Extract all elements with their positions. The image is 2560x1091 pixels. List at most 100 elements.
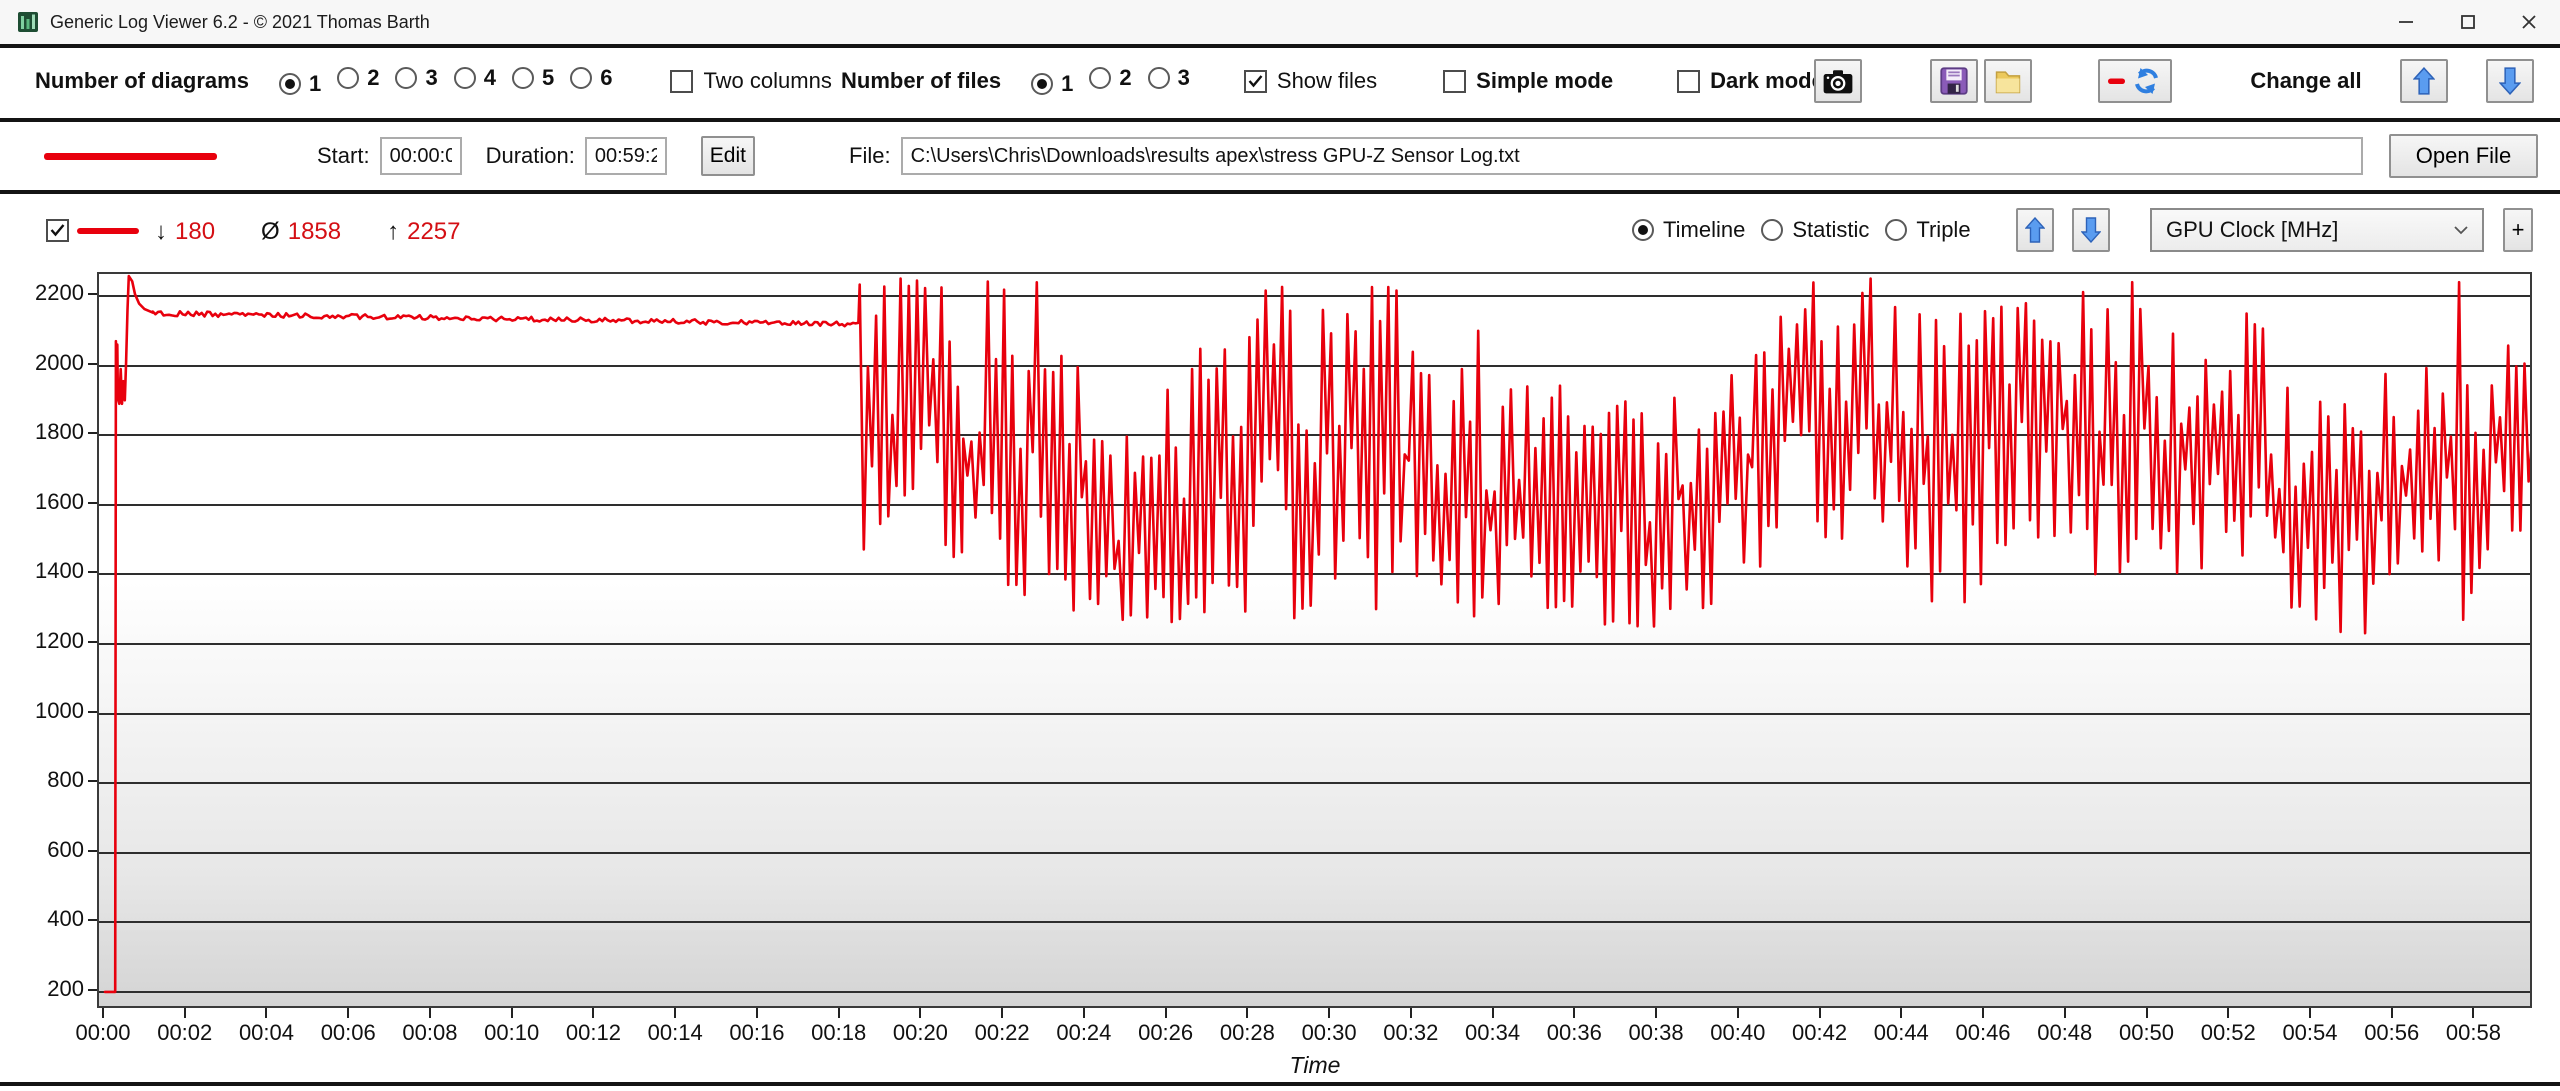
x-tick-mark (1491, 1008, 1494, 1018)
minimize-icon (2399, 21, 2413, 23)
view-mode-label: Timeline (1663, 217, 1746, 242)
y-tick-mark (88, 362, 97, 365)
simple-mode-label: Simple mode (1476, 68, 1614, 93)
series-visible-checkbox[interactable] (46, 219, 69, 242)
diagram-count-option-4[interactable]: 4 (453, 65, 496, 91)
x-tick-label: 00:30 (1301, 1020, 1357, 1045)
signal-select-dropdown[interactable]: GPU Clock [MHz] (2150, 208, 2484, 252)
open-folder-button[interactable] (1984, 59, 2032, 103)
close-button[interactable] (2498, 0, 2560, 44)
y-tick-mark (88, 780, 97, 783)
max-value: 2257 (407, 218, 461, 245)
plot-area[interactable] (97, 272, 2532, 1008)
show-files-box[interactable] (1243, 69, 1267, 93)
x-tick-mark (1900, 1008, 1903, 1018)
edit-button[interactable]: Edit (700, 136, 755, 176)
save-button[interactable] (1930, 59, 1978, 103)
dark-mode-checkbox[interactable]: Dark mode (1677, 68, 1824, 94)
move-diagram-down-button[interactable] (2072, 208, 2110, 252)
simple-mode-checkbox[interactable]: Simple mode (1443, 68, 1613, 94)
file-count-radio[interactable] (1089, 67, 1112, 89)
two-columns-box[interactable] (670, 69, 694, 93)
diagram-count-option-1[interactable]: 1 (278, 71, 321, 97)
diagram-count-option-5[interactable]: 5 (511, 65, 554, 91)
file-legend (44, 122, 217, 190)
diagram-count-radio[interactable] (511, 67, 534, 89)
radio-dot-icon (1037, 79, 1048, 89)
view-mode-timeline[interactable]: Timeline (1632, 217, 1745, 243)
file-count-option-label: 2 (1119, 65, 1132, 90)
diagram-count-option-label: 2 (367, 65, 380, 90)
screenshot-button[interactable] (1814, 59, 1862, 103)
arrow-down-icon (2499, 67, 2521, 95)
x-tick-mark (428, 1008, 431, 1018)
x-tick-mark (2063, 1008, 2066, 1018)
file-count-option-3[interactable]: 3 (1147, 65, 1190, 91)
diagram-count-option-6[interactable]: 6 (570, 65, 612, 91)
diagram-count-radios: 1 2 3 4 5 6 (263, 65, 612, 97)
x-tick-label: 00:40 (1710, 1020, 1766, 1045)
y-tick-mark (88, 292, 97, 295)
files-label: Number of files (841, 68, 1002, 93)
gridline (99, 851, 2530, 854)
open-file-button[interactable]: Open File (2389, 134, 2538, 178)
gridline (99, 364, 2530, 367)
diagram-count-option-label: 3 (425, 65, 438, 90)
x-tick-label: 00:18 (811, 1020, 867, 1045)
x-tick-label: 00:58 (2445, 1020, 2501, 1045)
file-count-option-2[interactable]: 2 (1089, 65, 1132, 91)
x-tick-mark (265, 1008, 268, 1018)
file-path-input[interactable] (900, 137, 2363, 175)
x-tick-mark (592, 1008, 595, 1018)
y-tick-label: 1000 (35, 697, 84, 723)
view-mode-statistic[interactable]: Statistic (1761, 217, 1869, 243)
file-count-radio[interactable] (1031, 73, 1054, 95)
file-path-group: File: (849, 122, 2363, 190)
x-tick-mark (1164, 1008, 1167, 1018)
x-tick-mark (1736, 1008, 1739, 1018)
diagram-count-radio[interactable] (395, 67, 418, 89)
maximize-button[interactable] (2437, 0, 2499, 44)
view-mode-triple[interactable]: Triple (1885, 217, 1971, 243)
min-arrow-icon: ↓ (155, 218, 167, 245)
file-row: Start: Duration: Edit File: Open File (0, 122, 2560, 190)
x-tick-mark (1328, 1008, 1331, 1018)
diagram-count-radio[interactable] (278, 73, 301, 95)
x-tick-label: 00:38 (1628, 1020, 1684, 1045)
diagram-count-radio[interactable] (570, 67, 593, 89)
start-input[interactable] (379, 137, 462, 175)
y-tick-mark (88, 640, 97, 643)
y-tick-mark (88, 919, 97, 922)
diagram-count-option-3[interactable]: 3 (395, 65, 438, 91)
arrow-up-icon (2413, 67, 2435, 95)
two-columns-checkbox[interactable]: Two columns (670, 68, 832, 94)
show-files-checkbox[interactable]: Show files (1243, 68, 1377, 94)
view-mode-radio[interactable] (1761, 219, 1784, 241)
check-icon (1248, 74, 1263, 87)
file-count-option-1[interactable]: 1 (1031, 71, 1073, 97)
dark-mode-box[interactable] (1677, 69, 1701, 93)
change-all-down-button[interactable] (2486, 59, 2534, 103)
x-tick-label: 00:50 (2118, 1020, 2175, 1045)
x-tick-label: 00:36 (1546, 1020, 1602, 1045)
minimize-button[interactable] (2375, 0, 2437, 44)
diagrams-label: Number of diagrams (35, 68, 249, 93)
simple-mode-box[interactable] (1443, 69, 1467, 93)
file-count-radios: 1 2 3 (1015, 65, 1190, 97)
file-count-radio[interactable] (1147, 67, 1170, 89)
diagram-count-radio[interactable] (453, 67, 476, 89)
y-tick-label: 400 (47, 906, 84, 932)
diagram-count-radio[interactable] (337, 67, 360, 89)
view-mode-radio[interactable] (1885, 219, 1908, 241)
duration-input[interactable] (584, 137, 667, 175)
separator-line (0, 190, 2560, 194)
view-mode-radio[interactable] (1632, 219, 1654, 241)
change-all-up-button[interactable] (2400, 59, 2448, 103)
reset-zoom-button[interactable] (2098, 59, 2172, 103)
y-tick-label: 1400 (35, 558, 84, 584)
x-tick-label: 00:14 (647, 1020, 703, 1045)
series-stats: ↓ 180 Ø 1858 ↑ 2257 (155, 218, 461, 246)
move-diagram-up-button[interactable] (2016, 208, 2054, 252)
add-signal-button[interactable]: + (2503, 208, 2533, 252)
diagram-count-option-2[interactable]: 2 (337, 65, 379, 91)
